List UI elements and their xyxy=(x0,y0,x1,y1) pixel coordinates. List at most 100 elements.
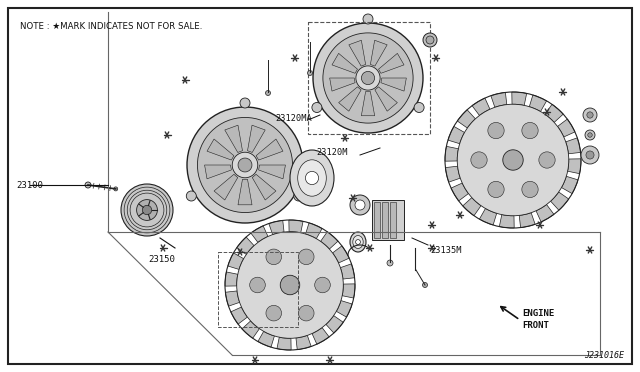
Polygon shape xyxy=(339,87,361,111)
Circle shape xyxy=(323,33,413,123)
Circle shape xyxy=(522,181,538,198)
Text: J231016E: J231016E xyxy=(584,351,624,360)
Polygon shape xyxy=(332,53,358,73)
Text: 23135M: 23135M xyxy=(430,246,461,255)
Wedge shape xyxy=(479,208,497,225)
Circle shape xyxy=(583,108,597,122)
Circle shape xyxy=(238,158,252,172)
Circle shape xyxy=(422,282,428,288)
Wedge shape xyxy=(225,291,239,306)
Wedge shape xyxy=(519,213,535,228)
Circle shape xyxy=(426,36,434,44)
Circle shape xyxy=(363,14,373,24)
Circle shape xyxy=(585,130,595,140)
Circle shape xyxy=(240,98,250,108)
Wedge shape xyxy=(463,198,481,216)
Polygon shape xyxy=(381,78,406,91)
Wedge shape xyxy=(269,220,284,235)
Circle shape xyxy=(488,181,504,198)
Circle shape xyxy=(121,184,173,236)
Circle shape xyxy=(355,200,365,210)
Circle shape xyxy=(503,150,523,170)
Wedge shape xyxy=(451,183,468,201)
Wedge shape xyxy=(512,92,527,105)
Circle shape xyxy=(266,305,282,321)
Circle shape xyxy=(298,305,314,321)
Wedge shape xyxy=(529,95,547,112)
Wedge shape xyxy=(321,232,338,249)
Circle shape xyxy=(315,277,330,293)
Bar xyxy=(390,202,396,238)
Ellipse shape xyxy=(350,232,366,252)
Wedge shape xyxy=(305,223,322,239)
Wedge shape xyxy=(568,159,581,174)
Text: 23120M: 23120M xyxy=(317,148,348,157)
Polygon shape xyxy=(214,174,237,200)
Wedge shape xyxy=(225,272,238,286)
Circle shape xyxy=(522,122,538,139)
Circle shape xyxy=(362,71,374,84)
Polygon shape xyxy=(330,78,355,91)
Circle shape xyxy=(414,103,424,112)
Circle shape xyxy=(198,118,292,212)
Circle shape xyxy=(187,107,303,223)
Circle shape xyxy=(250,277,266,293)
Polygon shape xyxy=(378,53,404,73)
Wedge shape xyxy=(277,337,291,350)
Circle shape xyxy=(266,90,271,96)
Circle shape xyxy=(313,23,423,133)
Polygon shape xyxy=(252,174,276,200)
Text: 23150: 23150 xyxy=(148,255,175,264)
Wedge shape xyxy=(228,253,244,269)
Polygon shape xyxy=(207,139,234,160)
Circle shape xyxy=(294,191,304,201)
Wedge shape xyxy=(536,205,554,222)
Text: 23100: 23100 xyxy=(16,180,43,189)
Circle shape xyxy=(85,182,91,188)
Polygon shape xyxy=(256,139,283,160)
Polygon shape xyxy=(225,125,243,153)
Bar xyxy=(308,22,430,134)
Polygon shape xyxy=(371,40,387,66)
Circle shape xyxy=(312,103,322,112)
Bar xyxy=(218,252,298,327)
Text: FRONT: FRONT xyxy=(522,321,549,330)
Circle shape xyxy=(457,104,569,216)
Circle shape xyxy=(539,152,555,168)
Text: NOTE : ★MARK INDICATES NOT FOR SALE.: NOTE : ★MARK INDICATES NOT FOR SALE. xyxy=(20,22,202,31)
Circle shape xyxy=(587,112,593,118)
Circle shape xyxy=(232,152,258,178)
Circle shape xyxy=(136,200,157,220)
Circle shape xyxy=(305,171,319,185)
Wedge shape xyxy=(333,246,349,263)
Wedge shape xyxy=(312,328,329,344)
Ellipse shape xyxy=(298,160,326,196)
Circle shape xyxy=(114,187,118,191)
Circle shape xyxy=(423,33,437,47)
Wedge shape xyxy=(342,284,355,298)
Ellipse shape xyxy=(290,150,334,206)
Wedge shape xyxy=(545,104,563,122)
Wedge shape xyxy=(237,237,254,254)
Polygon shape xyxy=(248,125,265,153)
Circle shape xyxy=(488,122,504,139)
Wedge shape xyxy=(566,138,580,154)
Circle shape xyxy=(186,191,196,201)
Wedge shape xyxy=(326,315,343,333)
Circle shape xyxy=(350,195,370,215)
Circle shape xyxy=(387,260,393,266)
Circle shape xyxy=(588,133,592,137)
Circle shape xyxy=(307,71,312,76)
Bar xyxy=(382,202,388,238)
Wedge shape xyxy=(445,166,460,182)
Polygon shape xyxy=(205,165,232,179)
Polygon shape xyxy=(238,179,252,205)
Wedge shape xyxy=(231,307,248,324)
Wedge shape xyxy=(296,336,311,350)
Wedge shape xyxy=(242,321,259,338)
Circle shape xyxy=(356,240,360,244)
Wedge shape xyxy=(472,98,490,115)
Circle shape xyxy=(280,275,300,295)
Circle shape xyxy=(237,232,343,338)
Circle shape xyxy=(356,66,380,90)
